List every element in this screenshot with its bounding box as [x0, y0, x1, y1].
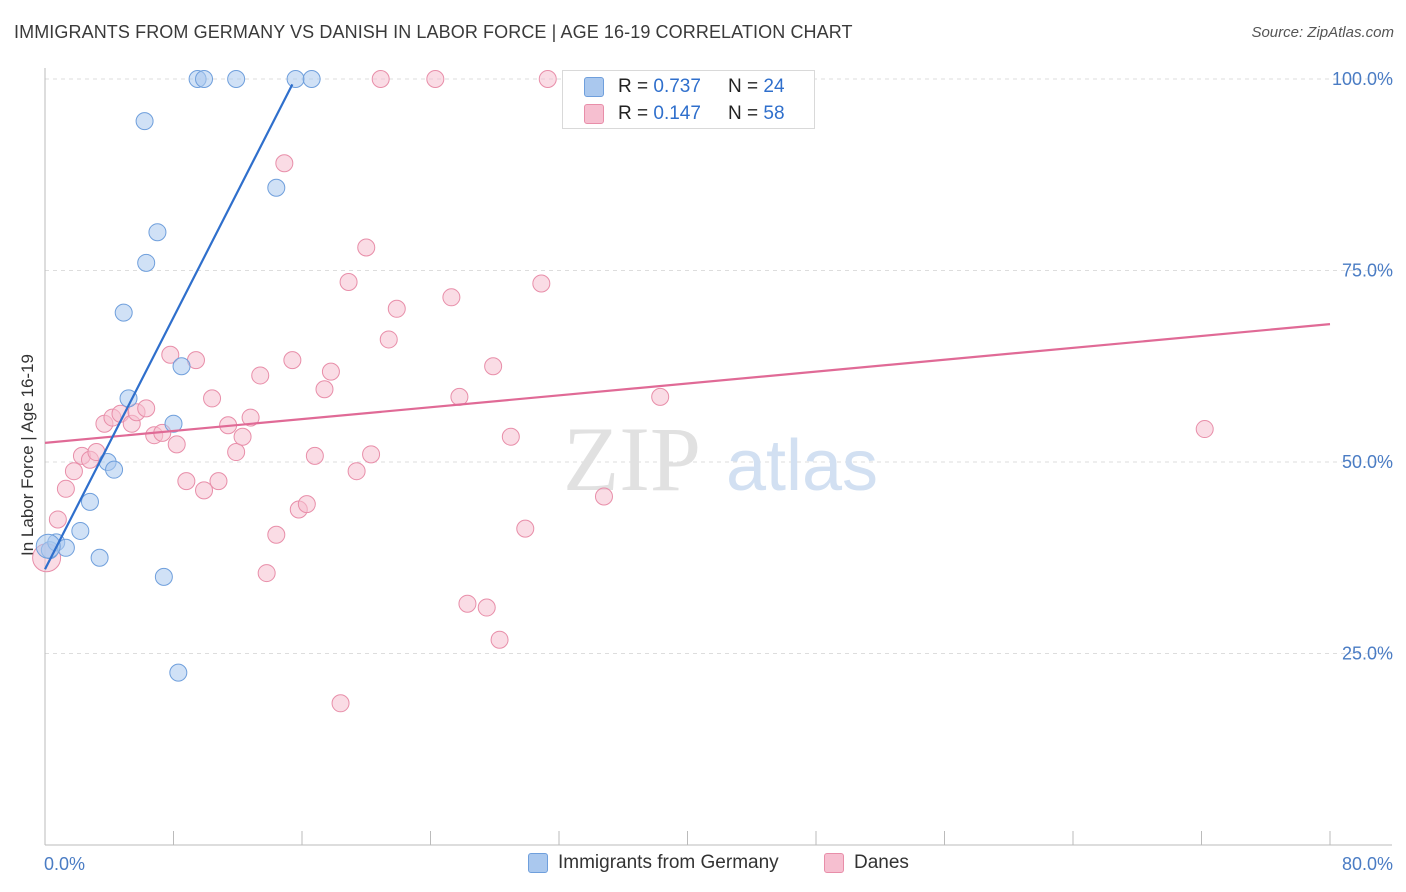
danes-point: [48, 510, 67, 529]
danes-point: [501, 427, 520, 446]
danes-point: [538, 70, 557, 88]
danes-point: [379, 330, 398, 349]
legend-swatch-danes-bottom: [824, 853, 844, 873]
danes-point: [161, 345, 180, 364]
danes-point: [450, 387, 469, 406]
danes-point: [357, 238, 376, 257]
danes-point: [477, 598, 496, 617]
legend-item-danes[interactable]: Danes: [824, 852, 909, 874]
watermark: ZIP atlas: [563, 408, 878, 510]
y-tick-label: 50.0%: [1342, 452, 1393, 472]
danes-point: [651, 387, 670, 406]
germany-point: [90, 548, 109, 567]
germany-point: [80, 492, 99, 511]
danes-point: [339, 272, 358, 291]
danes-points: [32, 70, 1214, 713]
danes-point: [56, 479, 75, 498]
watermark-atlas: atlas: [726, 426, 878, 506]
tick-labels: 25.0% 50.0% 75.0% 100.0% 0.0% 80.0%: [44, 69, 1393, 874]
danes-point: [283, 351, 302, 370]
danes-point: [362, 445, 381, 464]
germany-point: [135, 112, 154, 131]
danes-point: [195, 481, 214, 500]
germany-points: [35, 70, 321, 682]
danes-point: [233, 427, 252, 446]
germany-point: [302, 70, 321, 88]
danes-point: [267, 525, 286, 544]
watermark-zip: ZIP: [563, 408, 701, 510]
danes-point: [305, 446, 324, 465]
danes-point: [321, 362, 340, 381]
danes-point: [484, 357, 503, 376]
legend-swatch-germany: [584, 77, 604, 97]
y-tick-label: 100.0%: [1332, 69, 1393, 89]
axes: [44, 68, 1392, 846]
danes-point: [490, 630, 509, 649]
germany-point: [71, 521, 90, 540]
germany-trend-line: [44, 83, 294, 570]
danes-point: [331, 694, 350, 713]
danes-point: [594, 487, 613, 506]
germany-point: [105, 460, 124, 479]
legend-r-danes: R = 0.147: [618, 103, 701, 124]
danes-point: [371, 70, 390, 88]
germany-point: [154, 567, 173, 586]
danes-point: [532, 274, 551, 293]
danes-point: [137, 399, 156, 418]
germany-point: [195, 70, 214, 88]
legend-item-germany[interactable]: Immigrants from Germany: [528, 852, 779, 874]
germany-point: [227, 70, 246, 88]
danes-point: [426, 70, 445, 88]
danes-point: [177, 472, 196, 491]
danes-point: [442, 288, 461, 307]
germany-point: [172, 357, 191, 376]
legend-r-germany: R = 0.737: [618, 76, 701, 97]
danes-point: [257, 564, 276, 583]
series-legend: Immigrants from Germany Danes: [0, 852, 1406, 878]
danes-point: [167, 435, 186, 454]
legend-label-danes: Danes: [854, 852, 909, 873]
gridlines: [45, 78, 1392, 654]
legend-n-germany: N = 24: [728, 76, 785, 97]
danes-point: [297, 495, 316, 514]
danes-point: [387, 299, 406, 318]
chart-title: IMMIGRANTS FROM GERMANY VS DANISH IN LAB…: [14, 22, 853, 42]
danes-point: [458, 594, 477, 613]
x-tick-label-min: 0.0%: [44, 854, 85, 874]
source-credit: Source: ZipAtlas.com: [1251, 24, 1394, 41]
trend-lines: [44, 83, 1331, 570]
danes-point: [275, 154, 294, 173]
y-tick-label: 25.0%: [1342, 644, 1393, 664]
germany-point: [148, 223, 167, 242]
danes-point: [347, 462, 366, 481]
germany-point: [164, 414, 183, 433]
legend-label-germany: Immigrants from Germany: [558, 852, 779, 873]
germany-point: [286, 70, 305, 88]
legend-swatch-germany-bottom: [528, 853, 548, 873]
danes-point: [209, 472, 228, 491]
y-tick-label: 75.0%: [1342, 261, 1393, 281]
x-tick-label-max: 80.0%: [1342, 854, 1393, 874]
danes-point: [203, 389, 222, 408]
danes-point: [241, 408, 260, 427]
germany-point: [267, 178, 286, 197]
germany-point: [137, 253, 156, 272]
danes-point: [64, 462, 83, 481]
danes-point: [227, 443, 246, 462]
danes-point: [516, 519, 535, 538]
stats-legend: R = 0.737 N = 24 R = 0.147 N = 58: [562, 70, 815, 129]
legend-n-danes: N = 58: [728, 103, 785, 124]
legend-swatch-danes: [584, 104, 604, 124]
germany-point: [114, 303, 133, 322]
danes-point: [251, 366, 270, 385]
danes-point: [315, 380, 334, 399]
germany-point: [169, 663, 188, 682]
danes-point: [1195, 420, 1214, 439]
danes-trend-line: [44, 323, 1331, 444]
